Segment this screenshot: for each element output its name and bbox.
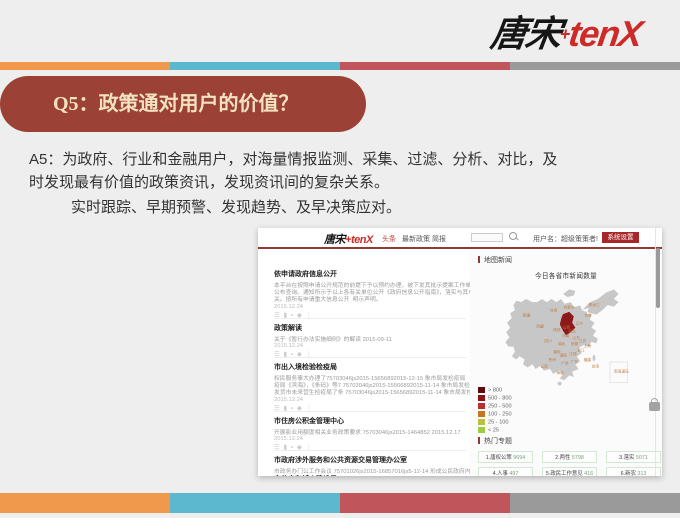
svg-text:浙江: 浙江: [577, 348, 585, 353]
svg-text:内蒙古: 内蒙古: [564, 304, 575, 309]
svg-text:江西: 江西: [569, 351, 577, 356]
svg-text:安徽: 安徽: [571, 341, 579, 346]
svg-text:台湾: 台湾: [592, 364, 600, 369]
svg-text:上海: 上海: [584, 343, 592, 348]
svg-text:湖南: 湖南: [560, 352, 568, 357]
svg-text:河南: 河南: [562, 333, 570, 338]
svg-text:海南: 海南: [556, 370, 564, 375]
svg-text:湖北: 湖北: [558, 341, 566, 346]
svg-text:黑龙江: 黑龙江: [588, 302, 599, 307]
svg-text:陕西: 陕西: [553, 327, 561, 332]
svg-text:贵州: 贵州: [548, 357, 556, 362]
svg-text:四川: 四川: [544, 339, 552, 343]
svg-text:广东: 广东: [571, 359, 579, 364]
svg-text:甘肃: 甘肃: [550, 308, 558, 313]
svg-text:吉林: 吉林: [584, 312, 592, 317]
svg-text:南海诸岛: 南海诸岛: [614, 368, 629, 373]
svg-text:云南: 云南: [540, 364, 548, 369]
svg-text:福建: 福建: [584, 357, 592, 362]
svg-text:江苏: 江苏: [579, 338, 587, 343]
svg-text:新疆: 新疆: [523, 312, 531, 317]
svg-text:广西: 广西: [561, 360, 569, 365]
svg-text:辽宁: 辽宁: [576, 320, 584, 325]
svg-text:河北: 河北: [568, 328, 576, 333]
svg-text:西藏: 西藏: [536, 324, 544, 329]
